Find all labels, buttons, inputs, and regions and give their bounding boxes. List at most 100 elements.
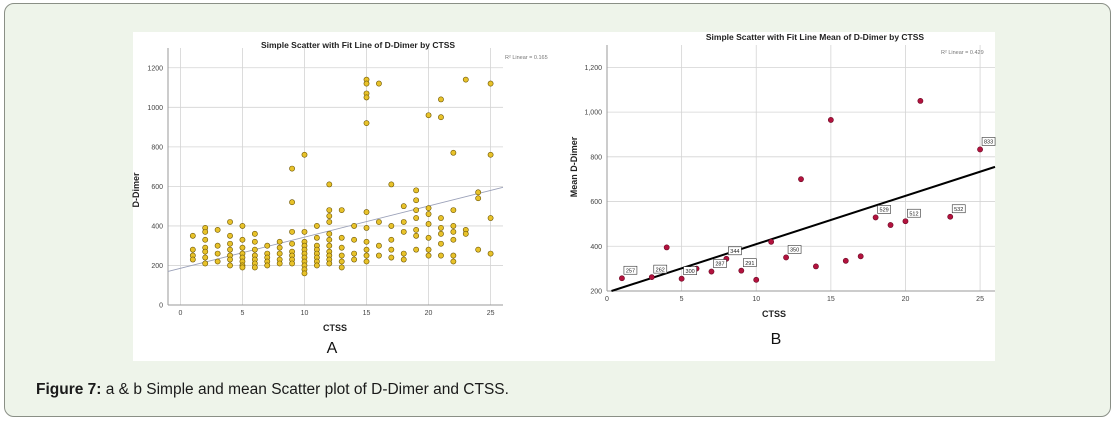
charta-point [487,151,494,158]
charta-point [189,232,196,239]
charta-point [438,230,444,237]
chartb-point [708,268,715,275]
charta-point [351,250,358,257]
charta-point [388,223,395,229]
charta-point [338,244,345,251]
charta-point [202,228,209,235]
charta-point [289,199,295,206]
charta-point [202,254,209,261]
charta-xtick-label: 0 [178,310,182,317]
charta-point [351,236,358,243]
charta-point [313,223,320,229]
charta-x-label: CTSS [323,323,347,333]
chartb-point [648,274,655,281]
charta-point [363,209,370,215]
charta-point [351,256,358,263]
chartb-point [857,253,864,260]
charta-point [363,94,370,101]
charta-point [251,238,258,245]
chartb-r2-label: R² Linear = 0.429 [941,50,984,56]
charta-point [289,260,295,267]
charta-point [388,236,395,243]
charta-point [425,252,432,259]
chartb-annotation-box [623,265,638,275]
chartb-annotation-box [653,264,668,274]
charta-point [425,221,432,227]
charta-point [351,223,358,229]
charta-point [338,264,345,271]
charta-point [202,248,209,255]
caption-label: Figure 7: [36,381,102,398]
chartb-annotation-box [907,208,921,218]
chartb-ytick-label: 400 [590,244,602,251]
chartb-annotation-label: 262 [656,267,665,273]
charta-xtick-label: 10 [301,310,309,317]
chartb-point [947,213,954,220]
charta-point [326,242,333,249]
charta-point [388,254,395,261]
charta-panel-letter: A [327,340,338,357]
chartb-panel-letter: B [771,331,782,348]
charta-point [227,232,233,239]
charta-point [214,242,221,249]
chartb-annotation-box [981,137,996,146]
charta-point [276,260,283,267]
charta-point [214,258,221,265]
charta-point [413,246,420,253]
charta-point [487,215,494,221]
chartb-annotation-box [951,204,966,214]
charta-point [251,264,258,271]
charta-point [400,203,407,210]
charta-point [438,96,444,103]
charta-point [338,252,345,259]
charta-point [227,219,233,225]
chartb-xtick-label: 10 [752,296,760,303]
charta-point [264,262,271,269]
charta-point [227,246,233,253]
chartb-annotation-label: 300 [686,269,695,275]
chartb-point [663,244,670,251]
charta-r2-label: R² Linear = 0.165 [505,55,548,61]
chartb-ytick-label: 800 [590,154,602,161]
charta-point [289,165,295,172]
charta-xtick-label: 5 [240,310,244,317]
charta-point [475,189,482,196]
charta-point [425,234,432,241]
charta-point [400,256,407,263]
caption-text: a & b Simple and mean Scatter plot of D-… [101,381,509,398]
chartb-ytick-label: 1,000 [584,110,602,117]
chartb-xtick-label: 0 [605,296,609,303]
figure-caption: Figure 7: a & b Simple and mean Scatter … [36,381,509,399]
charta-point [227,262,233,269]
charta-point [376,252,382,259]
figure-panel: 0 200 400 600 800 1000 1200 0 5 10 15 20 25 R² Linear… [131,32,996,361]
charta-point [326,236,333,243]
charta-point [450,207,457,214]
charta-point [413,226,420,233]
chartb-point [783,254,789,261]
charta-point [438,252,444,259]
charta-point [264,242,271,249]
charta-point [462,230,469,237]
charta-point [462,76,469,83]
charta-point [438,224,444,231]
chartb-annotation-label: 833 [984,140,993,146]
charta-point [338,207,345,214]
charta-point [227,256,233,263]
charta-point [450,228,457,235]
charta-point [326,219,333,225]
charta-ytick-label: 1000 [147,105,163,112]
charta-y-label: D-Dimer [131,172,141,208]
charta-point [313,262,320,269]
chartb-point [678,275,685,282]
charta-point [438,240,444,247]
charta-point [450,149,457,156]
charta-point [376,80,382,87]
charta-point [413,187,420,194]
charta-point [363,246,370,253]
charta-point [425,112,432,119]
charta-point [338,258,345,265]
chartb-annotation-box [877,205,891,214]
charta-point [450,223,457,229]
